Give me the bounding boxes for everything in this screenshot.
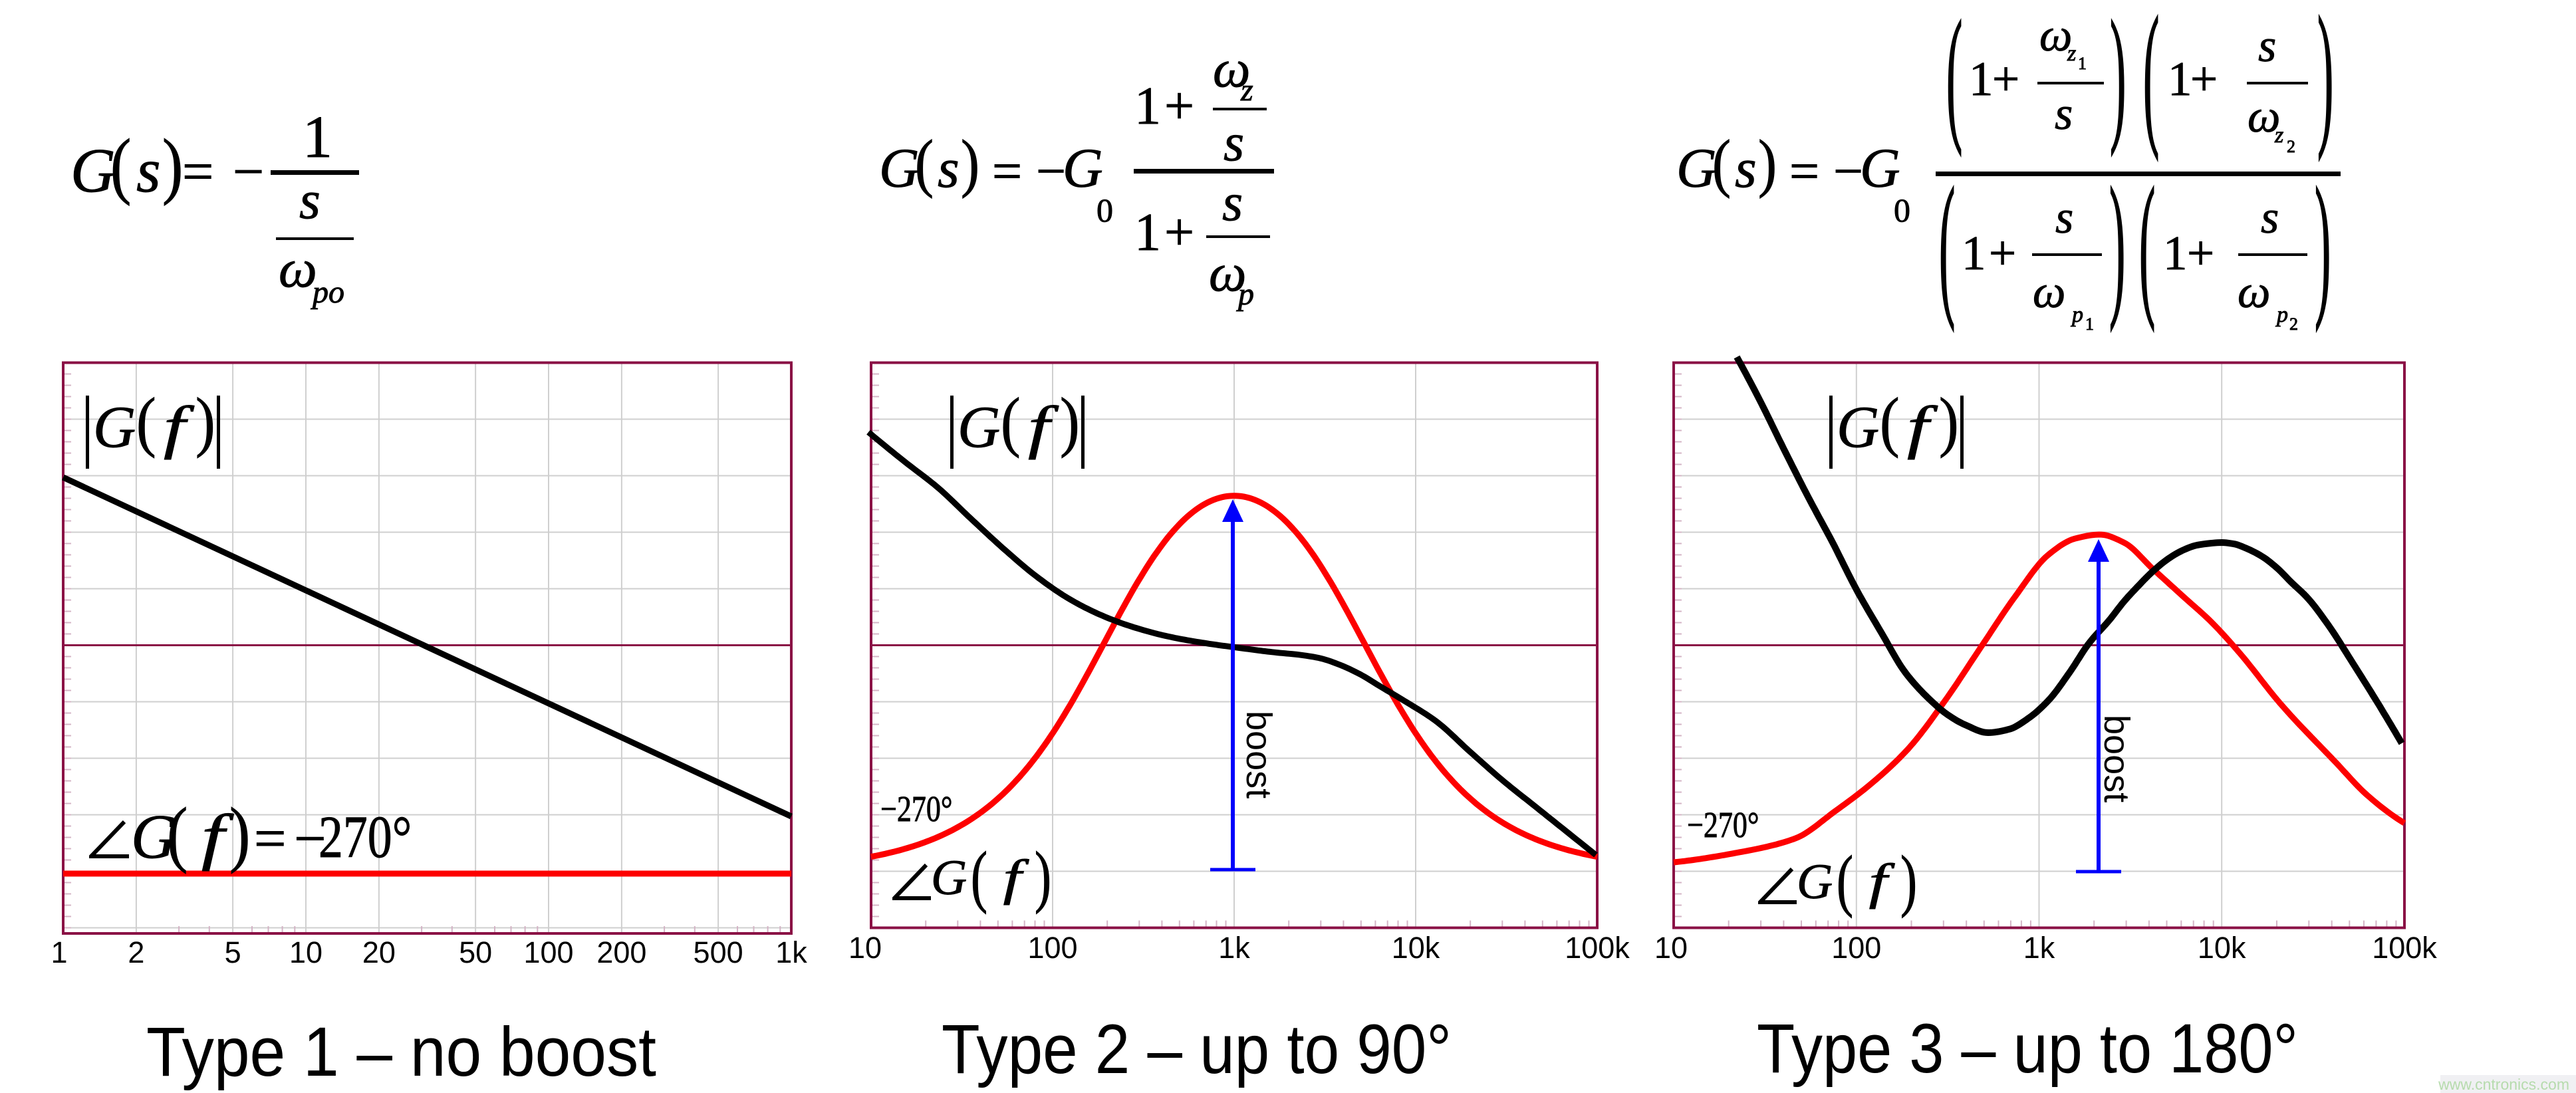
svg-text:100k: 100k bbox=[1565, 931, 1630, 965]
svg-text:Type 1 – no boost: Type 1 – no boost bbox=[146, 1013, 656, 1091]
svg-text:100k: 100k bbox=[2372, 931, 2437, 965]
svg-text:100: 100 bbox=[1831, 931, 1881, 965]
svg-text:20: 20 bbox=[362, 935, 396, 969]
svg-text:www.cntronics.com: www.cntronics.com bbox=[2438, 1076, 2569, 1093]
svg-text:100: 100 bbox=[523, 935, 573, 969]
svg-text:2: 2 bbox=[128, 935, 144, 969]
svg-text:10: 10 bbox=[289, 935, 322, 969]
svg-text:1k: 1k bbox=[775, 935, 807, 969]
svg-text:10: 10 bbox=[1654, 931, 1688, 965]
svg-text:10k: 10k bbox=[2198, 931, 2246, 965]
svg-text:1k: 1k bbox=[2023, 931, 2055, 965]
svg-text:50: 50 bbox=[459, 935, 492, 969]
svg-text:500: 500 bbox=[694, 935, 743, 969]
svg-text:1: 1 bbox=[51, 935, 67, 969]
svg-text:100: 100 bbox=[1027, 931, 1077, 965]
svg-text:boost: boost bbox=[1239, 711, 1279, 798]
svg-text:boost: boost bbox=[2097, 715, 2136, 802]
svg-text:200: 200 bbox=[596, 935, 646, 969]
svg-text:Type 2 – up to 90°: Type 2 – up to 90° bbox=[942, 1011, 1452, 1088]
svg-text:5: 5 bbox=[225, 935, 241, 969]
svg-text:Type 3 – up to 180°: Type 3 – up to 180° bbox=[1757, 1010, 2298, 1088]
svg-text:10: 10 bbox=[848, 931, 882, 965]
svg-text:1k: 1k bbox=[1218, 931, 1250, 965]
svg-text:10k: 10k bbox=[1392, 931, 1440, 965]
